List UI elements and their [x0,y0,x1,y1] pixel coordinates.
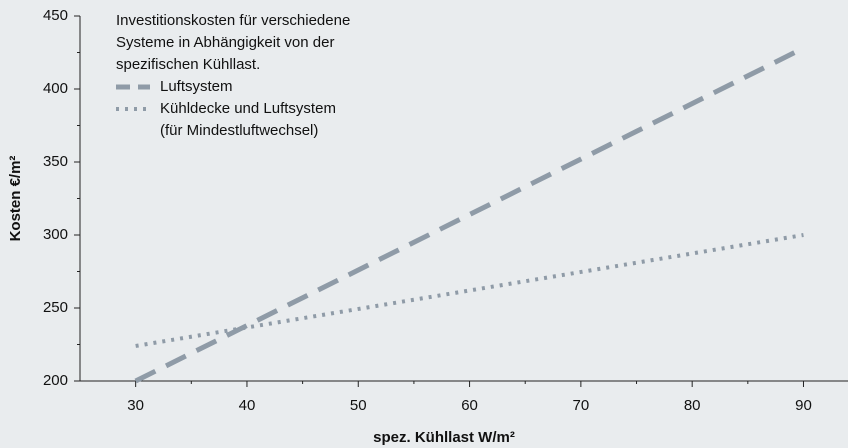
y-tick-label: 350 [43,153,68,170]
y-tick-label: 300 [43,226,68,243]
title-line: Systeme in Abhängigkeit von der [116,34,335,51]
y-tick-label: 450 [43,7,68,24]
legend-item: Luftsystem [116,76,350,98]
legend-swatch [116,84,150,90]
x-tick-label: 40 [239,397,256,414]
x-axis-label: spez. Kühllast W/m² [373,429,515,446]
y-tick-label: 200 [43,372,68,389]
x-tick-label: 70 [573,397,590,414]
series-line [135,233,804,348]
legend-swatch [116,107,150,111]
x-tick-label: 90 [795,397,812,414]
legend-label: Kühldecke und Luftsystem (für Mindestluf… [160,100,336,139]
series-line [134,45,805,384]
title-line: Investitionskosten für verschiedene [116,12,351,29]
y-tick-label: 400 [43,80,68,97]
y-tick-label: 250 [43,299,68,316]
x-tick-label: 60 [461,397,478,414]
legend-label: Luftsystem [160,78,233,95]
title-line: spezifischen Kühllast. [116,56,261,73]
x-tick-label: 50 [350,397,367,414]
legend: Investitionskosten für verschiedene Syste… [116,10,350,142]
y-axis-label: Kosten €/m² [7,156,24,242]
x-tick-label: 80 [684,397,701,414]
x-tick-label: 30 [127,397,144,414]
legend-item: Kühldecke und Luftsystem (für Mindestluf… [116,98,350,142]
